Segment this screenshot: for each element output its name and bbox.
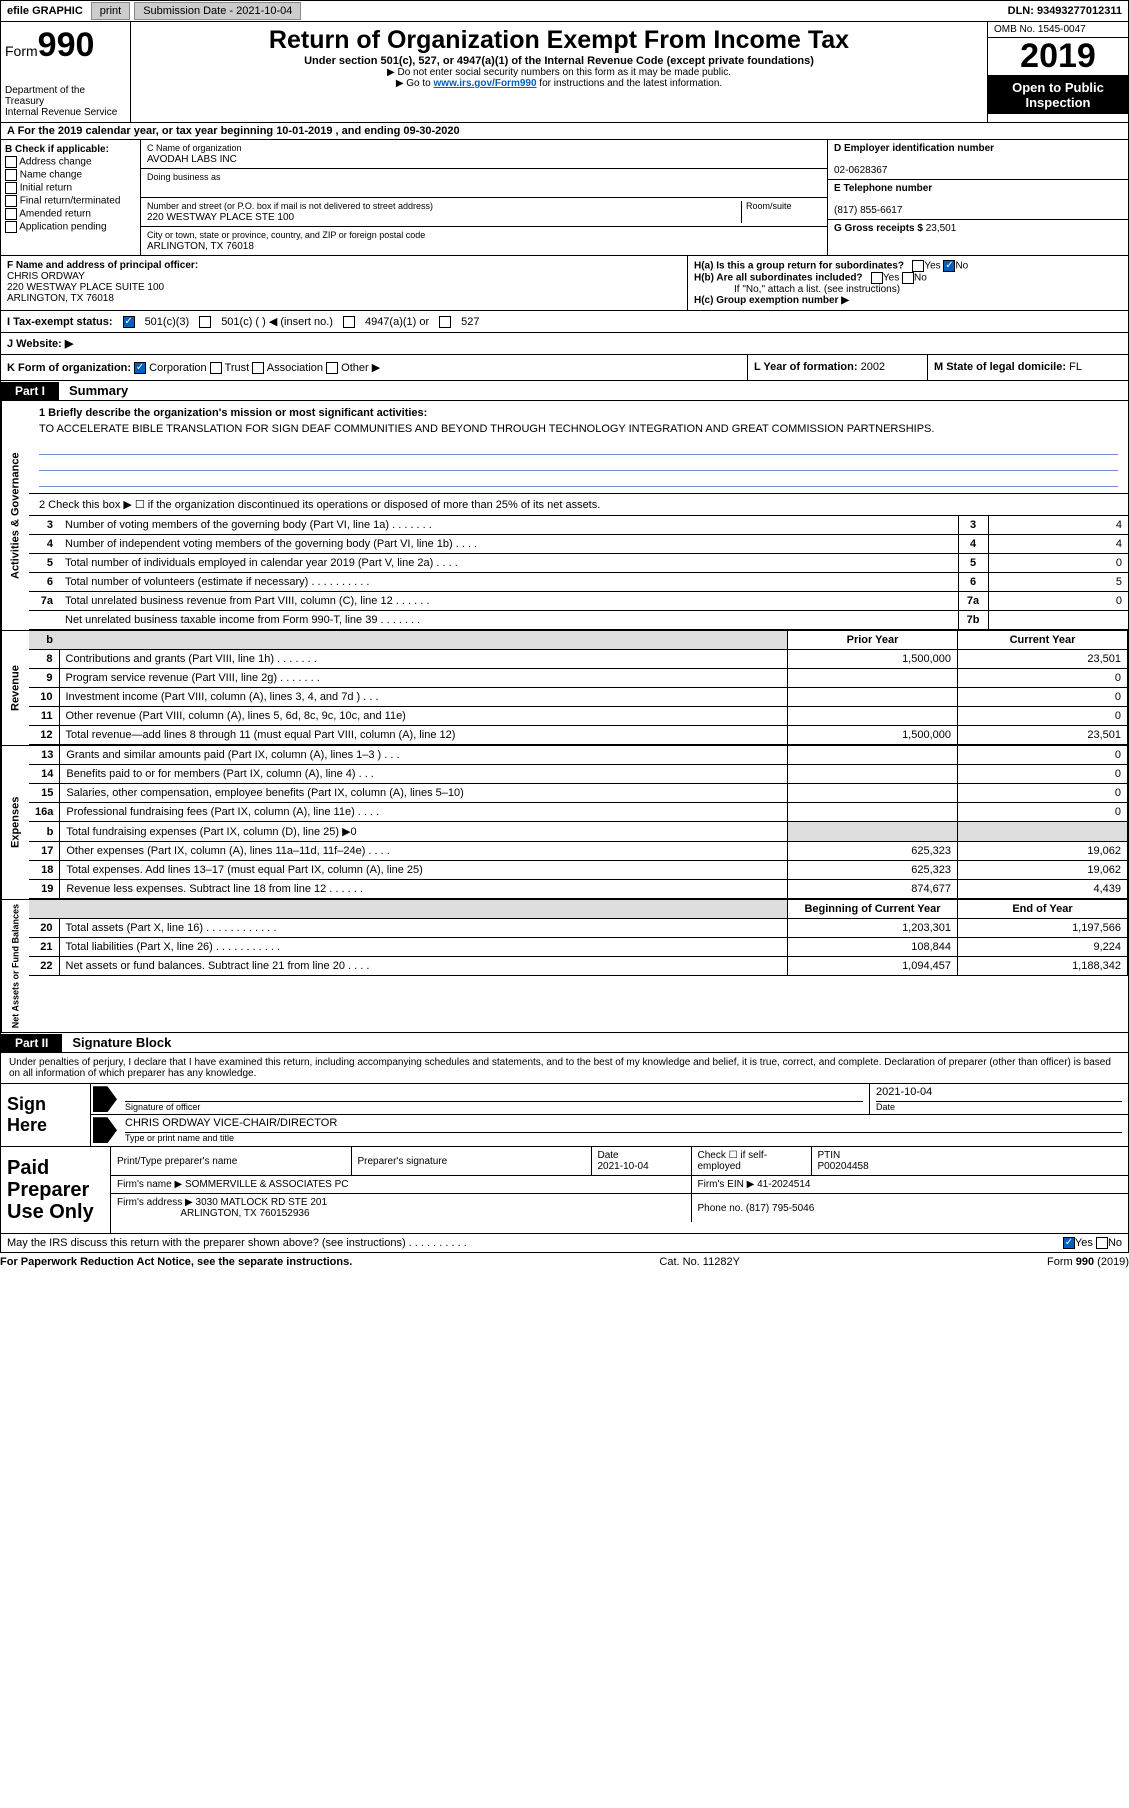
street-address: 220 WESTWAY PLACE STE 100 <box>147 212 294 223</box>
discuss-no-checkbox[interactable] <box>1096 1237 1108 1249</box>
signature-block: Under penalties of perjury, I declare th… <box>0 1053 1129 1147</box>
penalty-statement: Under penalties of perjury, I declare th… <box>1 1053 1128 1084</box>
form-note2: ▶ Go to www.irs.gov/Form990 for instruct… <box>141 78 977 89</box>
identification-grid: B Check if applicable: Address change Na… <box>0 140 1129 256</box>
print-button[interactable]: print <box>91 2 130 20</box>
form-header-left: Form990 Department of the Treasury Inter… <box>1 22 131 122</box>
firm-name: SOMMERVILLE & ASSOCIATES PC <box>185 1179 349 1190</box>
submission-date-button[interactable]: Submission Date - 2021-10-04 <box>134 2 301 20</box>
firm-ein: 41-2024514 <box>757 1179 810 1190</box>
arrow-icon <box>93 1086 117 1112</box>
form-header-mid: Return of Organization Exempt From Incom… <box>131 22 988 122</box>
sign-here-label: Sign Here <box>1 1084 91 1146</box>
form-subtitle: Under section 501(c), 527, or 4947(a)(1)… <box>141 55 977 67</box>
part1-revenue: Revenue b Prior YearCurrent Year8Contrib… <box>0 631 1129 746</box>
preparer-date: 2021-10-04 <box>598 1161 649 1172</box>
officer-printed: CHRIS ORDWAY VICE-CHAIR/DIRECTOR <box>125 1117 1122 1133</box>
part1-activities: Activities & Governance 1 Briefly descri… <box>0 401 1129 631</box>
arrow-icon <box>93 1117 117 1143</box>
part2-header: Part II Signature Block <box>0 1033 1129 1053</box>
form-title: Return of Organization Exempt From Incom… <box>141 26 977 55</box>
vlabel-revenue: Revenue <box>1 631 29 745</box>
ptin: P00204458 <box>818 1161 869 1172</box>
part1-netassets: Net Assets or Fund Balances Beginning of… <box>0 900 1129 1033</box>
org-name: AVODAH LABS INC <box>147 154 237 165</box>
section-f: F Name and address of principal officer:… <box>1 256 688 310</box>
vlabel-activities: Activities & Governance <box>1 401 29 630</box>
omb-number: OMB No. 1545-0047 <box>988 22 1128 38</box>
paid-preparer-label: Paid Preparer Use Only <box>1 1147 111 1233</box>
section-b: B Check if applicable: Address change Na… <box>1 140 141 255</box>
irs-label: Internal Revenue Service <box>5 107 126 118</box>
vlabel-netassets: Net Assets or Fund Balances <box>1 900 29 1032</box>
state-domicile: FL <box>1069 361 1082 373</box>
gross-receipts: 23,501 <box>926 223 957 234</box>
activities-table: 3Number of voting members of the governi… <box>29 516 1128 630</box>
row-a-tax-year: A For the 2019 calendar year, or tax yea… <box>0 123 1129 140</box>
501c3-checkbox[interactable] <box>123 316 135 328</box>
section-deg: D Employer identification number 02-0628… <box>828 140 1128 255</box>
form-header-right: OMB No. 1545-0047 2019 Open to Public In… <box>988 22 1128 122</box>
vlabel-expenses: Expenses <box>1 746 29 899</box>
netassets-table: Beginning of Current YearEnd of Year20To… <box>29 900 1128 976</box>
form-label: Form <box>5 43 38 59</box>
part1-header: Part I Summary <box>0 381 1129 401</box>
section-c: C Name of organization AVODAH LABS INC D… <box>141 140 828 255</box>
ein: 02-0628367 <box>834 165 887 176</box>
officer-h-row: F Name and address of principal officer:… <box>0 256 1129 311</box>
year-formation: 2002 <box>861 361 885 373</box>
subdate-value: 2021-10-04 <box>236 5 292 17</box>
dln: DLN: 93493277012311 <box>1002 5 1128 17</box>
expenses-table: 13Grants and similar amounts paid (Part … <box>29 746 1128 899</box>
discuss-yes-checkbox[interactable] <box>1063 1237 1075 1249</box>
officer-name: CHRIS ORDWAY <box>7 271 85 282</box>
form990-link[interactable]: www.irs.gov/Form990 <box>434 78 537 89</box>
firm-addr2: ARLINGTON, TX 760152936 <box>180 1208 309 1219</box>
revenue-table: b Prior YearCurrent Year8Contributions a… <box>29 631 1128 745</box>
form-number: 990 <box>38 26 95 64</box>
section-klm: K Form of organization: Corporation Trus… <box>0 355 1129 381</box>
dept-label: Department of the Treasury <box>5 85 126 107</box>
firm-phone: (817) 795-5046 <box>746 1203 814 1214</box>
tax-year: 2019 <box>988 38 1128 76</box>
open-to-public: Open to Public Inspection <box>988 76 1128 114</box>
sig-date: 2021-10-04 <box>876 1086 1122 1102</box>
paid-preparer-block: Paid Preparer Use Only Print/Type prepar… <box>0 1147 1129 1234</box>
section-h: H(a) Is this a group return for subordin… <box>688 256 1128 310</box>
section-j: J Website: ▶ <box>0 333 1129 355</box>
footer: For Paperwork Reduction Act Notice, see … <box>0 1253 1129 1271</box>
part1-expenses: Expenses 13Grants and similar amounts pa… <box>0 746 1129 900</box>
form-note1: ▶ Do not enter social security numbers o… <box>141 67 977 78</box>
mission-text: TO ACCELERATE BIBLE TRANSLATION FOR SIGN… <box>39 423 1118 435</box>
subdate-label: Submission Date - <box>143 5 236 17</box>
telephone: (817) 855-6617 <box>834 205 902 216</box>
section-i: I Tax-exempt status: 501(c)(3) 501(c) ( … <box>0 311 1129 333</box>
city-state-zip: ARLINGTON, TX 76018 <box>147 241 254 252</box>
top-bar: efile GRAPHIC print Submission Date - 20… <box>0 0 1129 22</box>
firm-addr1: 3030 MATLOCK RD STE 201 <box>196 1197 328 1208</box>
form-header: Form990 Department of the Treasury Inter… <box>0 22 1129 123</box>
discuss-row: May the IRS discuss this return with the… <box>0 1234 1129 1253</box>
efile-label: efile GRAPHIC <box>1 5 89 17</box>
